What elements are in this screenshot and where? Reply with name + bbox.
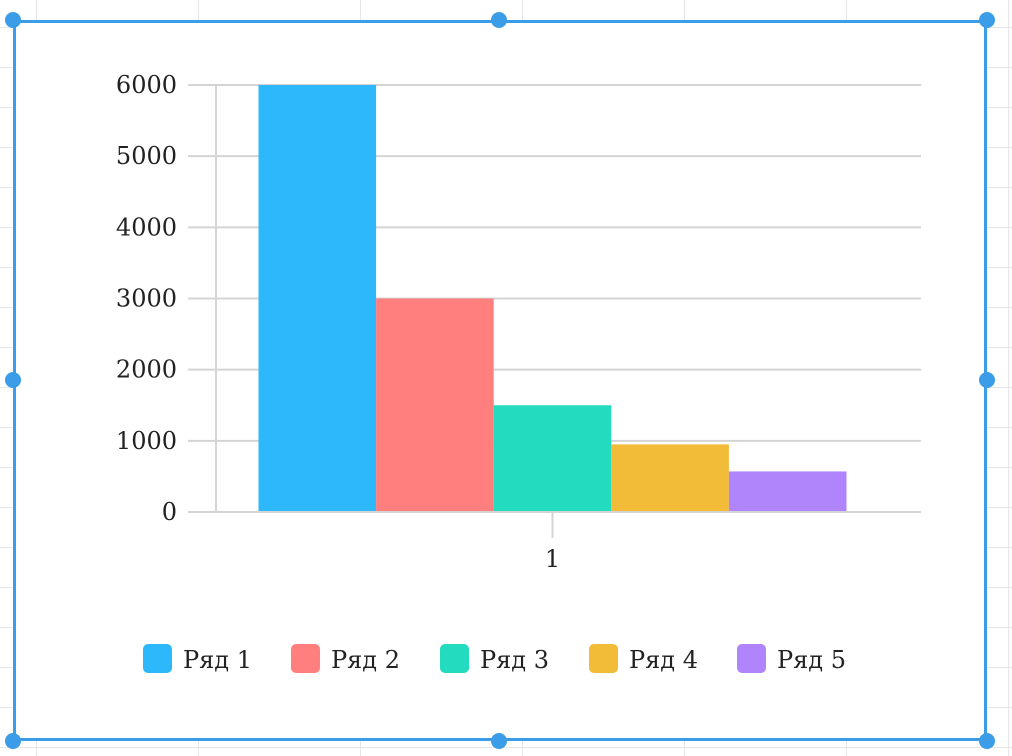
resize-handle-bottom-center[interactable]: [491, 733, 507, 749]
y-tick-label: 2000: [116, 356, 177, 384]
y-tick-label: 3000: [116, 285, 177, 313]
y-tick-label: 4000: [116, 213, 177, 241]
resize-handle-bottom-left[interactable]: [5, 733, 21, 749]
legend: Ряд 1 Ряд 2 Ряд 3 Ряд 4 Ряд 5: [143, 644, 846, 674]
resize-handle-top-right[interactable]: [979, 12, 995, 28]
chart-frame[interactable]: [13, 20, 987, 741]
bars: [258, 85, 847, 513]
y-tick-label: 5000: [116, 142, 177, 170]
y-tick-label: 6000: [116, 71, 177, 99]
x-tick-label: 1: [545, 545, 560, 573]
bar[interactable]: [258, 85, 377, 512]
resize-handle-top-center[interactable]: [491, 12, 507, 28]
legend-swatch[interactable]: [143, 644, 172, 673]
legend-label[interactable]: Ряд 1: [183, 646, 252, 674]
bar[interactable]: [728, 471, 847, 512]
bar[interactable]: [493, 405, 612, 512]
bar[interactable]: [376, 298, 494, 513]
legend-swatch[interactable]: [589, 644, 618, 673]
resize-handle-bottom-right[interactable]: [979, 733, 995, 749]
legend-label[interactable]: Ряд 3: [480, 646, 549, 674]
x-axis: 1: [188, 511, 921, 573]
resize-handle-middle-left[interactable]: [5, 372, 21, 388]
bar[interactable]: [611, 444, 729, 512]
legend-swatch[interactable]: [440, 644, 469, 673]
y-tick-label: 0: [162, 498, 177, 526]
legend-label[interactable]: Ряд 4: [629, 646, 698, 674]
y-axis: 0 1000 2000 3000 4000 5000 6000: [116, 71, 217, 526]
legend-swatch[interactable]: [291, 644, 320, 673]
legend-label[interactable]: Ряд 5: [777, 646, 846, 674]
resize-handle-middle-right[interactable]: [979, 372, 995, 388]
y-tick-label: 1000: [116, 427, 177, 455]
resize-handle-top-left[interactable]: [5, 12, 21, 28]
legend-label[interactable]: Ряд 2: [331, 646, 400, 674]
legend-swatch[interactable]: [737, 644, 766, 673]
